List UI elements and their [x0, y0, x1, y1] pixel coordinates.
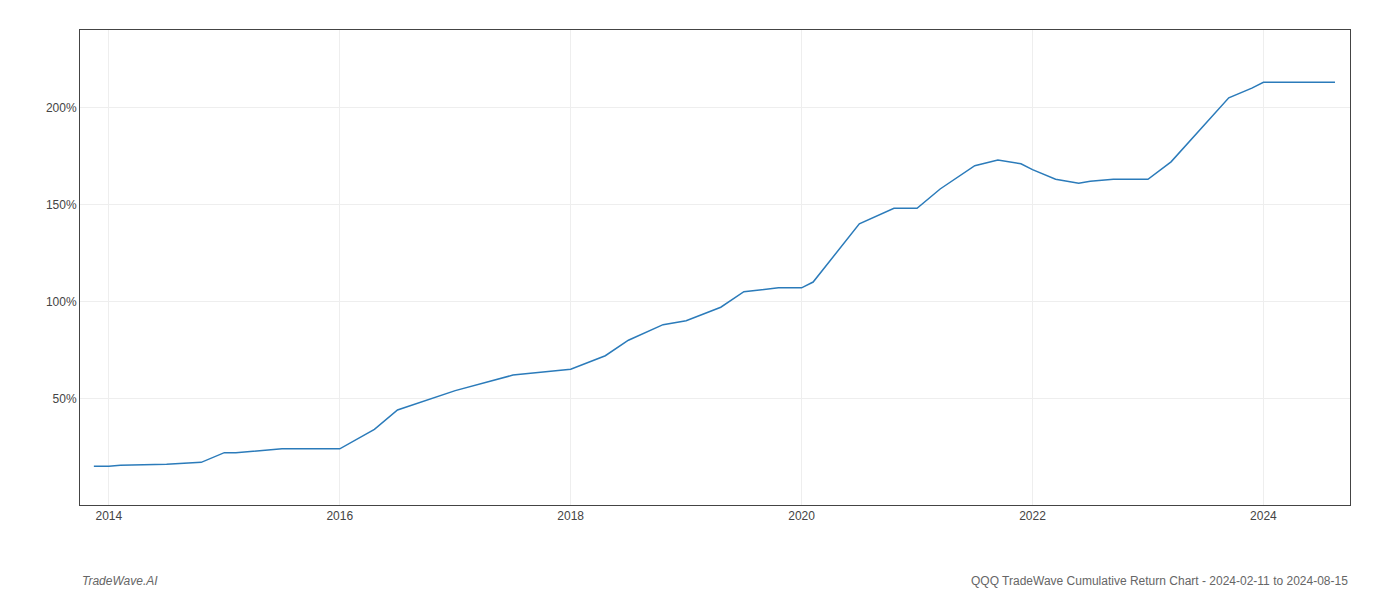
svg-text:2016: 2016: [326, 509, 353, 523]
svg-text:TradeWave.AI: TradeWave.AI: [82, 574, 158, 588]
svg-text:2022: 2022: [1019, 509, 1046, 523]
svg-text:200%: 200%: [46, 101, 77, 115]
svg-text:150%: 150%: [46, 198, 77, 212]
svg-text:100%: 100%: [46, 295, 77, 309]
svg-text:50%: 50%: [53, 392, 77, 406]
svg-text:2020: 2020: [788, 509, 815, 523]
svg-text:2024: 2024: [1250, 509, 1277, 523]
svg-text:2014: 2014: [96, 509, 123, 523]
svg-text:2018: 2018: [557, 509, 584, 523]
svg-text:QQQ TradeWave Cumulative Retur: QQQ TradeWave Cumulative Return Chart - …: [971, 574, 1348, 588]
